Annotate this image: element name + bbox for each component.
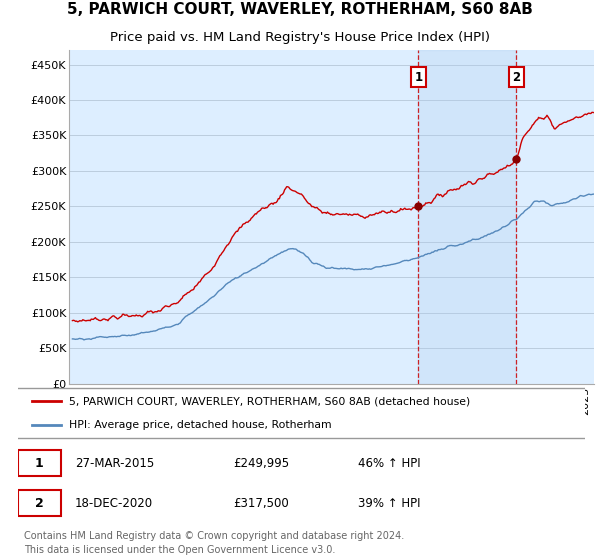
Text: £317,500: £317,500: [233, 497, 289, 510]
Text: 27-MAR-2015: 27-MAR-2015: [75, 457, 154, 470]
Text: 1: 1: [415, 71, 422, 83]
Bar: [418, 50, 517, 384]
Text: HPI: Average price, detached house, Rotherham: HPI: Average price, detached house, Roth…: [69, 419, 332, 430]
Text: 18-DEC-2020: 18-DEC-2020: [75, 497, 153, 510]
FancyBboxPatch shape: [18, 491, 61, 516]
Text: £249,995: £249,995: [233, 457, 290, 470]
Text: 39% ↑ HPI: 39% ↑ HPI: [358, 497, 421, 510]
FancyBboxPatch shape: [15, 388, 587, 438]
Text: 5, PARWICH COURT, WAVERLEY, ROTHERHAM, S60 8AB (detached house): 5, PARWICH COURT, WAVERLEY, ROTHERHAM, S…: [69, 396, 470, 407]
Text: Contains HM Land Registry data © Crown copyright and database right 2024.
This d: Contains HM Land Registry data © Crown c…: [23, 531, 404, 555]
FancyBboxPatch shape: [18, 450, 61, 476]
Text: 2: 2: [512, 71, 520, 83]
Text: Price paid vs. HM Land Registry's House Price Index (HPI): Price paid vs. HM Land Registry's House …: [110, 31, 490, 44]
Text: 5, PARWICH COURT, WAVERLEY, ROTHERHAM, S60 8AB: 5, PARWICH COURT, WAVERLEY, ROTHERHAM, S…: [67, 2, 533, 17]
Text: 46% ↑ HPI: 46% ↑ HPI: [358, 457, 421, 470]
Text: 2: 2: [35, 497, 44, 510]
Text: 1: 1: [35, 457, 44, 470]
